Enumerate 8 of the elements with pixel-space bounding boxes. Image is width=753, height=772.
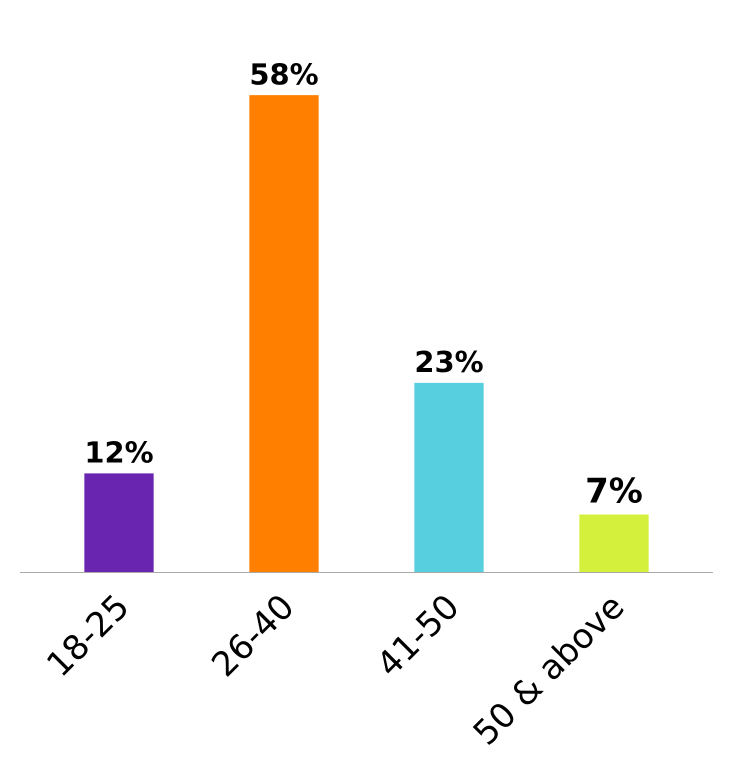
bar: [249, 95, 319, 572]
bar: [579, 514, 649, 572]
bar: [414, 382, 484, 572]
data-label: 58%: [249, 57, 319, 92]
data-label: 12%: [84, 436, 154, 470]
bar: [84, 473, 154, 572]
data-label: 23%: [414, 345, 484, 380]
data-label: 7%: [585, 471, 643, 512]
